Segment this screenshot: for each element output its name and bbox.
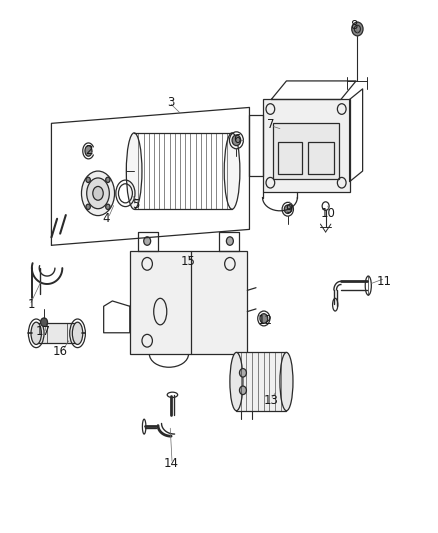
Bar — [278, 142, 302, 174]
Circle shape — [144, 237, 151, 245]
Bar — [130, 251, 247, 354]
Text: 8: 8 — [350, 19, 357, 32]
Bar — [237, 352, 286, 411]
Circle shape — [260, 314, 268, 323]
Text: 13: 13 — [264, 393, 279, 407]
Circle shape — [226, 237, 233, 245]
Bar — [262, 100, 350, 192]
Ellipse shape — [31, 322, 42, 344]
Circle shape — [352, 22, 363, 36]
Text: 1: 1 — [27, 298, 35, 311]
Text: 4: 4 — [102, 212, 110, 225]
Circle shape — [240, 368, 247, 377]
Circle shape — [86, 177, 90, 182]
Circle shape — [284, 205, 291, 214]
Bar — [308, 142, 334, 174]
Ellipse shape — [72, 322, 83, 344]
Ellipse shape — [224, 133, 240, 209]
Ellipse shape — [93, 187, 103, 200]
Circle shape — [41, 318, 47, 326]
Ellipse shape — [87, 178, 110, 209]
Text: 9: 9 — [285, 203, 293, 216]
Bar — [273, 123, 339, 179]
Circle shape — [106, 177, 110, 182]
Circle shape — [106, 204, 110, 209]
Text: 3: 3 — [167, 95, 175, 109]
Ellipse shape — [230, 352, 243, 411]
Text: 5: 5 — [133, 198, 140, 211]
Text: 12: 12 — [257, 314, 272, 327]
Text: 2: 2 — [85, 144, 92, 157]
Text: 17: 17 — [35, 325, 50, 338]
Text: 16: 16 — [53, 345, 67, 358]
Text: 7: 7 — [268, 118, 275, 131]
Bar — [36, 323, 78, 343]
Text: 15: 15 — [181, 255, 196, 268]
Ellipse shape — [126, 133, 142, 209]
Text: 14: 14 — [164, 457, 179, 470]
Text: 11: 11 — [377, 275, 392, 288]
Text: 6: 6 — [233, 133, 240, 146]
Ellipse shape — [81, 171, 115, 216]
Circle shape — [240, 386, 247, 394]
Text: 10: 10 — [320, 207, 335, 220]
Circle shape — [232, 135, 241, 146]
Ellipse shape — [280, 352, 293, 411]
Circle shape — [86, 204, 90, 209]
Ellipse shape — [85, 146, 92, 156]
